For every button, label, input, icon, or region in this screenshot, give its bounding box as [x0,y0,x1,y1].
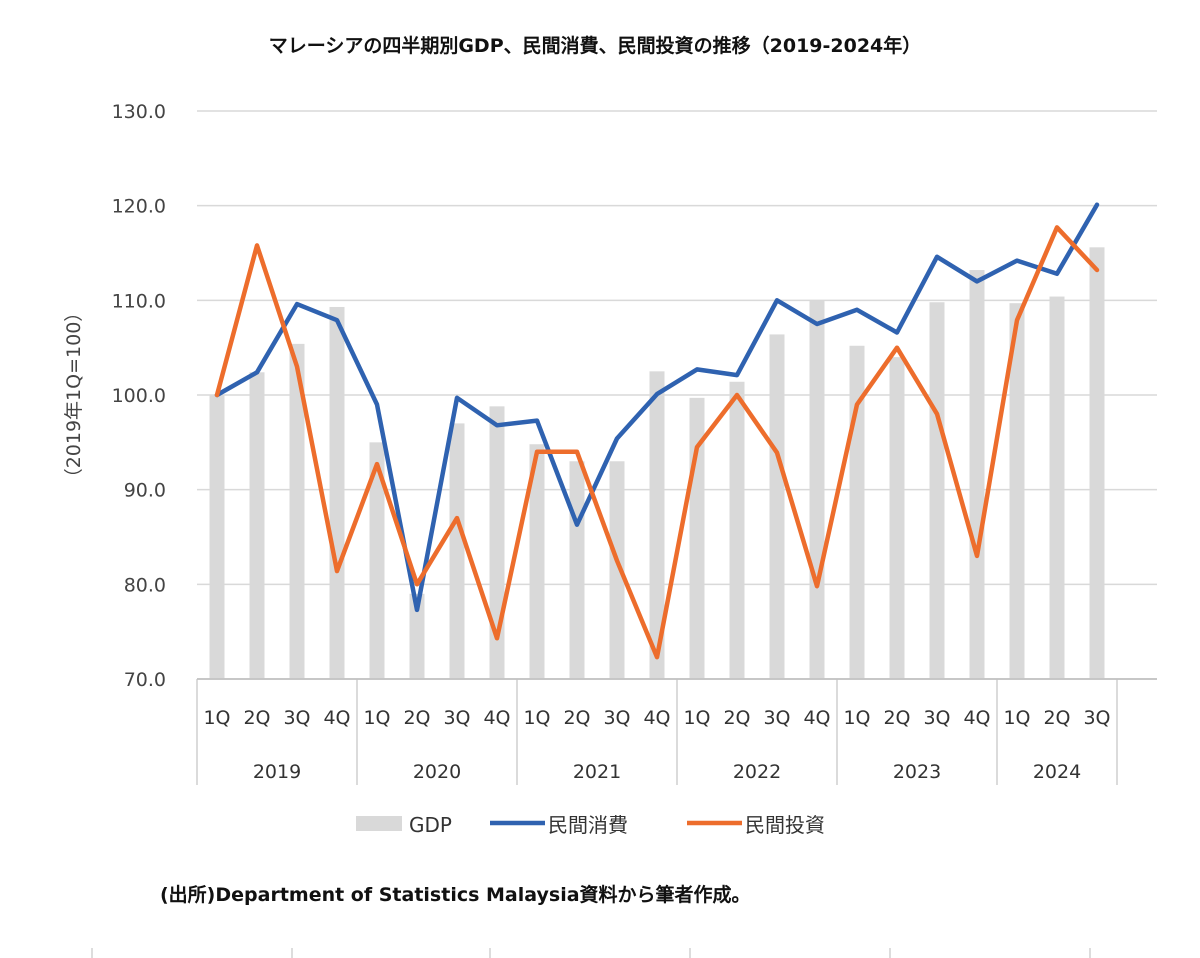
legend-consumption-label: 民間消費 [548,813,628,837]
chart-title: マレーシアの四半期別GDP、民間消費、民間投資の推移（2019-2024年） [269,34,922,57]
quarter-label: 3Q [1083,707,1110,729]
year-label: 2019 [253,761,301,783]
year-label: 2023 [893,761,941,783]
quarter-label: 4Q [483,707,510,729]
gdp-bar [249,372,265,679]
quarter-label: 2Q [723,707,750,729]
quarter-label: 4Q [643,707,670,729]
gdp-bar [929,302,945,679]
quarter-label: 2Q [563,707,590,729]
y-tick-label: 120.0 [112,196,166,218]
gdp-bar [729,381,745,679]
source-note: (出所)Department of Statistics Malaysia資料か… [160,884,751,906]
y-tick-label: 90.0 [124,480,166,502]
quarter-label: 2Q [243,707,270,729]
quarter-label: 2Q [1043,707,1070,729]
quarter-label: 1Q [523,707,550,729]
quarter-label: 3Q [283,707,310,729]
legend: GDP 民間消費 民間投資 [356,813,825,837]
gdp-bars [209,247,1105,679]
gdp-bar [329,306,345,679]
legend-gdp-swatch [356,816,402,831]
gdp-bar [1089,247,1105,679]
y-axis-ticks: 70.0 80.0 90.0 100.0 110.0 120.0 130.0 [112,101,166,691]
gdp-bar [809,300,825,679]
year-label: 2024 [1033,761,1081,783]
gdp-bar [569,461,585,679]
quarter-label: 3Q [763,707,790,729]
gdp-bar [409,593,425,679]
y-tick-label: 70.0 [124,669,166,691]
gridlines [197,110,1157,680]
y-tick-label: 80.0 [124,574,166,596]
gdp-bar [209,395,225,679]
year-label: 2020 [413,761,461,783]
investment-line [214,225,1100,660]
quarter-label: 1Q [843,707,870,729]
gdp-bar [289,343,305,679]
quarter-label: 3Q [443,707,470,729]
legend-investment-label: 民間投資 [745,813,825,837]
legend-gdp-label: GDP [409,813,452,837]
quarter-label: 3Q [923,707,950,729]
quarter-label: 1Q [1003,707,1030,729]
quarter-label: 1Q [363,707,390,729]
quarter-label: 4Q [323,707,350,729]
quarter-label: 4Q [803,707,830,729]
y-axis-label: （2019年1Q=100） [63,303,85,488]
year-label: 2021 [573,761,621,783]
gdp-bar [1049,296,1065,679]
y-tick-label: 110.0 [112,290,166,312]
quarter-label: 2Q [883,707,910,729]
quarter-label: 3Q [603,707,630,729]
quarter-label: 1Q [203,707,230,729]
quarter-label: 4Q [963,707,990,729]
gdp-bar [609,461,625,679]
year-label: 2022 [733,761,781,783]
gdp-bar [529,444,545,679]
gdp-bar [889,357,905,679]
quarter-label: 2Q [403,707,430,729]
series-lines [214,202,1100,660]
y-tick-label: 100.0 [112,385,166,407]
consumption-line [214,202,1100,613]
gdp-bar [769,334,785,679]
gdp-bar [369,442,385,679]
gdp-bar [969,270,985,679]
gdp-bar [449,423,465,679]
x-axis: 1Q 2Q 3Q 4Q 1Q 2Q 3Q 4Q 1Q 2Q 3Q 4Q 1Q 2Q 3Q 4Q 1Q 2Q 3Q 4Q… [196,678,1157,785]
y-tick-label: 130.0 [112,101,166,123]
gdp-bar [1009,303,1025,679]
gdp-bar [649,371,665,679]
quarter-label: 1Q [683,707,710,729]
